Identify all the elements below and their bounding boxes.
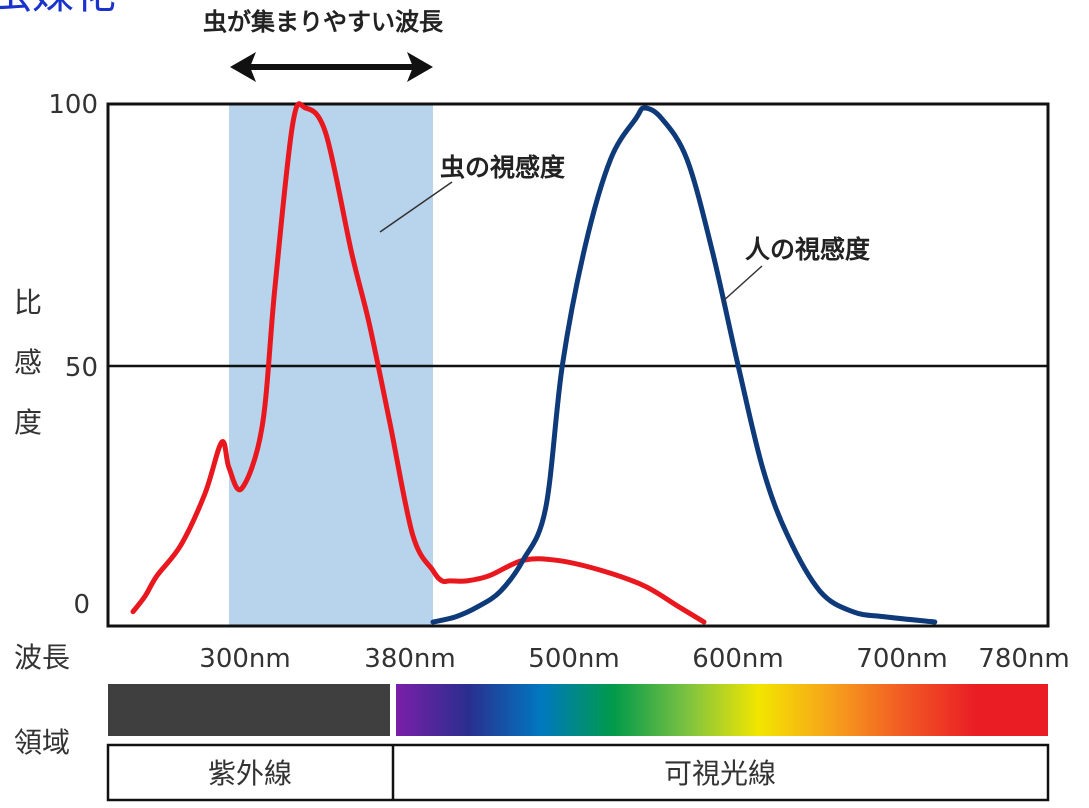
series-layer [130, 101, 938, 625]
region-axis-label: 領域 [14, 726, 70, 759]
region-name-box [106, 743, 1050, 802]
insect-series-label: 虫の視感度 [440, 153, 565, 182]
region-name-visible: 可視光線 [664, 757, 776, 790]
ytick-50: 50 [65, 353, 98, 383]
xtick-300: 300nm [199, 644, 290, 674]
xtick-500: 500nm [528, 644, 619, 674]
ytick-100: 100 [48, 90, 98, 120]
corner-heading: 虫媒花 [0, 0, 116, 18]
ytick-0: 0 [73, 590, 90, 620]
xtick-700: 700nm [856, 644, 947, 674]
insect-callout-line [379, 181, 453, 233]
human-callout-line [721, 265, 763, 303]
xtick-780: 780nm [978, 644, 1069, 674]
xtick-380: 380nm [364, 644, 455, 674]
region-name-uv: 紫外線 [208, 757, 292, 790]
double-arrow-icon [230, 52, 433, 82]
region-bar-visible [396, 684, 1048, 736]
human-sensitivity-line [430, 105, 938, 625]
xtick-600: 600nm [692, 644, 783, 674]
human-series-label: 人の視感度 [745, 235, 870, 264]
region-bar-uv [108, 684, 390, 736]
x-axis-label: 波長 [14, 641, 70, 674]
y-axis-label: 比感度 [14, 286, 42, 439]
top-label: 虫が集まりやすい波長 [203, 8, 444, 36]
plot-frame [106, 102, 1050, 628]
